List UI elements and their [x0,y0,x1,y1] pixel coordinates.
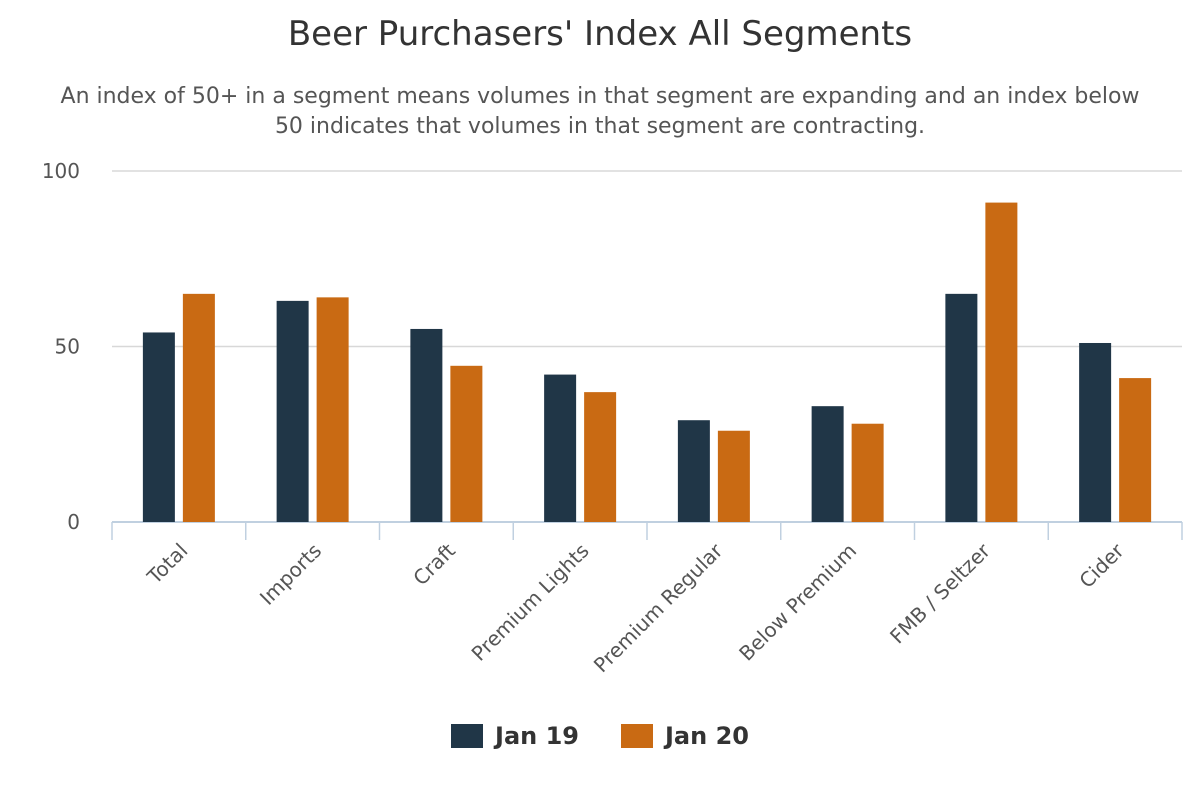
bar-jan-19-fmb-seltzer[interactable] [945,293,978,522]
bar-jan-20-cider[interactable] [1119,378,1152,522]
legend-item-jan-19[interactable]: Jan 19 [451,722,579,750]
bar-jan-20-imports[interactable] [316,297,349,522]
x-tick-label-below-premium: Below Premium [734,539,861,666]
legend-swatch-jan-20 [621,724,653,748]
bar-jan-19-premium-lights[interactable] [544,374,577,522]
bar-jan-20-total[interactable] [182,293,215,522]
legend-label-jan-19: Jan 19 [495,722,579,750]
bar-jan-20-fmb-seltzer[interactable] [985,202,1018,522]
x-tick-label-craft: Craft [408,538,460,590]
legend-label-jan-20: Jan 20 [665,722,749,750]
bar-jan-19-below-premium[interactable] [811,406,844,522]
x-tick-label-premium-lights: Premium Lights [467,539,594,666]
bar-jan-20-premium-lights[interactable] [584,392,617,522]
x-tick-label-imports: Imports [255,539,326,610]
x-tick-label-premium-regular: Premium Regular [589,538,728,677]
chart-subtitle: An index of 50+ in a segment means volum… [60,84,1140,139]
legend-swatch-jan-19 [451,724,484,748]
legend-item-jan-20[interactable]: Jan 20 [621,722,749,750]
legend: Jan 19 Jan 20 [0,722,1200,750]
x-tick-label-fmb-seltzer: FMB / Seltzer [885,538,995,648]
x-tick-label-cider: Cider [1074,538,1129,593]
bar-jan-19-cider[interactable] [1079,342,1112,522]
y-tick-label-0: 0 [67,510,80,534]
y-tick-label-50: 50 [55,335,80,359]
y-tick-label-100: 100 [42,159,80,183]
bar-jan-19-imports[interactable] [276,300,309,522]
bar-jan-19-premium-regular[interactable] [677,420,710,522]
bar-jan-20-premium-regular[interactable] [717,430,750,522]
chart-title: Beer Purchasers' Index All Segments [287,14,913,54]
bar-jan-20-below-premium[interactable] [851,423,884,522]
x-tick-label-total: Total [142,539,193,590]
bar-jan-19-total[interactable] [142,332,175,522]
bar-jan-20-craft[interactable] [450,365,483,522]
bar-jan-19-craft[interactable] [410,328,443,522]
